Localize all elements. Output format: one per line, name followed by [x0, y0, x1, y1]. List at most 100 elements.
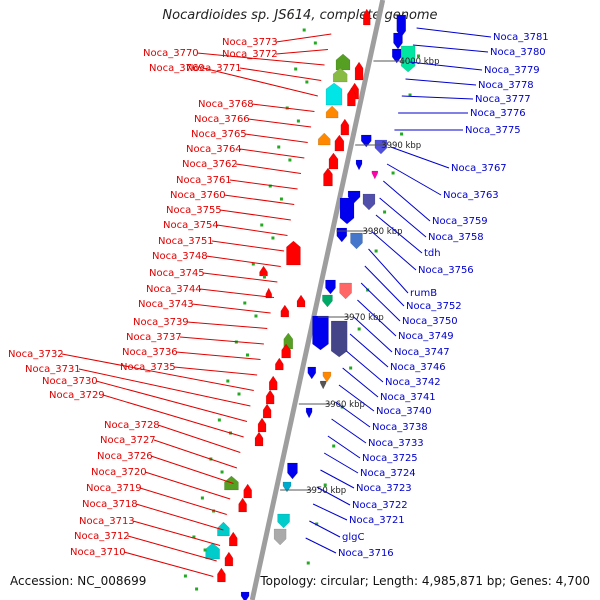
label-leader-left	[239, 148, 305, 159]
label-leader-left	[205, 255, 281, 267]
gene-arrow	[396, 14, 407, 38]
gene-arrow	[305, 407, 313, 419]
gene-label-right: tdh	[424, 248, 441, 259]
gene-arrow	[391, 48, 402, 64]
gene-label-right: Noca_3733	[368, 438, 424, 449]
gene-arrow	[273, 528, 287, 546]
gene-label-left: Noca_3730	[42, 376, 98, 387]
label-leader-left	[223, 194, 295, 205]
right-label-group: Noca_3763	[386, 163, 499, 201]
right-label-group: Noca_3723	[320, 469, 412, 494]
left-label-group: Noca_3744	[146, 284, 275, 298]
gene-arrow	[335, 53, 351, 71]
label-leader-right	[412, 44, 489, 53]
gene-arrow	[281, 343, 291, 359]
label-leader-left	[216, 224, 288, 236]
right-label-group: Noca_3776	[398, 108, 526, 119]
gene-arrow	[262, 403, 272, 419]
label-leader-right	[390, 146, 450, 169]
label-leader-right	[416, 27, 492, 38]
label-leader-left	[135, 503, 224, 531]
left-label-group: Noca_3761	[176, 175, 298, 190]
gene-label-right: Noca_3758	[428, 232, 484, 243]
scale-tick-label: 4000 kbp	[399, 57, 439, 67]
gene-arrow	[307, 366, 317, 380]
gene-label-left: Noca_3712	[74, 531, 130, 542]
gene-arrow	[286, 240, 301, 266]
left-label-group: Noca_3771	[186, 63, 322, 81]
gene-arrow	[224, 551, 234, 567]
gene-arrow	[282, 481, 292, 493]
gene-arrow	[354, 61, 364, 81]
gene-label-left: Noca_3768	[198, 99, 254, 110]
label-leader-right	[316, 486, 351, 506]
scale-tick-label: 3990 kbp	[381, 141, 421, 151]
left-label-group: Noca_3764	[186, 144, 305, 159]
gene-label-left: Noca_3748	[152, 251, 208, 262]
gene-arrow	[328, 152, 339, 170]
label-leader-left	[211, 240, 285, 252]
label-leader-right	[342, 367, 379, 398]
label-leader-left	[244, 133, 308, 143]
gene-label-right: Noca_3767	[451, 163, 507, 174]
label-leader-right	[357, 299, 397, 337]
left-label-group: Noca_3713	[79, 516, 221, 546]
gene-label-right: Noca_3722	[352, 500, 408, 511]
gene-label-left: Noca_3736	[122, 347, 178, 358]
gene-arrow	[325, 105, 339, 119]
gene-label-left: Noca_3731	[25, 364, 81, 375]
label-leader-left	[150, 455, 234, 484]
gene-label-right: Noca_3778	[478, 80, 534, 91]
gene-label-right: Noca_3749	[398, 331, 454, 342]
gene-label-right: Noca_3746	[390, 362, 446, 373]
gene-label-right: Noca_3752	[406, 301, 462, 312]
gene-arrow	[254, 431, 264, 447]
label-leader-left	[239, 67, 322, 81]
label-leader-right	[375, 214, 423, 254]
label-leader-right	[349, 333, 389, 368]
gene-arrow	[339, 282, 352, 300]
left-label-group: Noca_3766	[194, 114, 312, 128]
gene-label-left: Noca_3713	[79, 516, 135, 527]
label-leader-right	[371, 231, 417, 271]
label-leader-left	[199, 288, 275, 298]
left-label-group: Noca_3732	[8, 349, 254, 391]
label-leader-right	[364, 265, 405, 307]
gene-label-right: glgC	[342, 532, 364, 543]
gene-arrow	[374, 139, 388, 155]
right-label-group: Noca_3738	[334, 401, 428, 433]
gene-arrow	[322, 371, 332, 383]
gene-label-left: Noca_3771	[186, 63, 242, 74]
gene-label-left: Noca_3773	[222, 37, 278, 48]
gene-arrow	[361, 134, 372, 148]
gene-arrow	[371, 170, 379, 180]
gene-arrow	[287, 462, 298, 480]
right-label-group: Noca_3779	[409, 61, 540, 76]
left-label-group: Noca_3748	[152, 251, 281, 267]
gene-label-left: Noca_3761	[176, 175, 232, 186]
gene-label-right: Noca_3741	[380, 392, 436, 403]
label-leader-right	[323, 452, 359, 474]
label-leader-right	[312, 503, 348, 521]
label-leader-left	[123, 551, 214, 577]
label-leader-left	[229, 179, 298, 190]
label-leader-right	[353, 316, 393, 353]
gene-arrow	[265, 287, 273, 299]
label-leader-left	[102, 394, 244, 438]
right-label-group: Noca_3778	[405, 78, 534, 91]
gene-arrow	[229, 531, 238, 547]
right-label-group: Noca_3781	[416, 27, 549, 43]
gene-label-left: Noca_3769	[149, 63, 205, 74]
label-leader-left	[132, 520, 221, 546]
gene-label-left: Noca_3726	[97, 451, 153, 462]
gene-label-left: Noca_3710	[70, 547, 126, 558]
gene-label-right: Noca_3756	[418, 265, 474, 276]
label-leader-right	[405, 78, 477, 86]
gene-arrow	[238, 497, 247, 513]
gene-arrow	[259, 265, 268, 277]
gene-label-right: Noca_3759	[432, 216, 488, 227]
right-label-group: Noca_3775	[394, 125, 521, 136]
label-leader-left	[202, 272, 278, 283]
right-label-group: Noca_3742	[346, 350, 441, 388]
scale-tick-label: 3970 kbp	[344, 313, 384, 323]
